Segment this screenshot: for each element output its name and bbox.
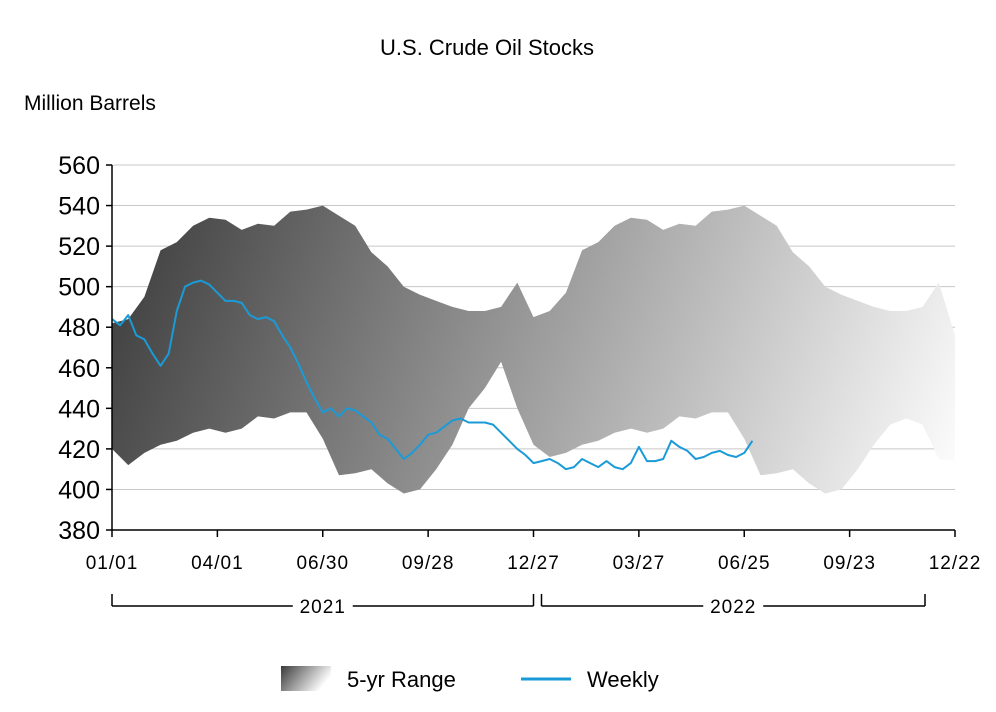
weekly-series-line: [111, 279, 754, 471]
legend-label-range: 5-yr Range: [347, 667, 456, 692]
y-tick-label: 420: [58, 436, 100, 464]
x-tick-label: 12/27: [507, 553, 560, 574]
y-tick-label: 560: [58, 152, 100, 180]
five-year-range-band: [112, 205, 955, 494]
y-tick-label: 540: [58, 193, 100, 221]
x-axis: 01/01 04/01 06/30 09/28 12/27 03/27 06/25 09/23…: [86, 529, 982, 574]
x-tick-label: 09/28: [402, 553, 455, 574]
y-tick-label: 380: [58, 517, 100, 545]
y-tick-label: 460: [58, 355, 100, 383]
y-tick-label: 480: [58, 314, 100, 342]
y-tick-label: 520: [58, 233, 100, 261]
year-brackets: 2021 2022: [111, 594, 926, 618]
x-tick-label: 09/23: [823, 553, 876, 574]
year-label: 2021: [300, 597, 346, 618]
y-tick-label: 500: [58, 274, 100, 302]
legend: 5-yr Range Weekly: [281, 666, 659, 692]
y-tick-label: 400: [58, 476, 100, 504]
legend-swatch-range: [281, 666, 331, 691]
x-tick-label: 03/27: [613, 553, 666, 574]
x-tick-label: 06/25: [718, 553, 771, 574]
x-tick-label: 01/01: [86, 553, 139, 574]
y-tick-label: 440: [58, 395, 100, 423]
y-axis-unit-label: Million Barrels: [24, 92, 156, 115]
chart-title: U.S. Crude Oil Stocks: [380, 35, 594, 60]
y-axis: 560 540 520 500 480 460 440 420 400 380: [58, 152, 113, 545]
x-tick-label: 04/01: [191, 553, 244, 574]
x-tick-label: 06/30: [296, 553, 349, 574]
year-label: 2022: [710, 597, 756, 618]
legend-label-weekly: Weekly: [587, 667, 659, 692]
x-tick-label: 12/22: [929, 553, 982, 574]
